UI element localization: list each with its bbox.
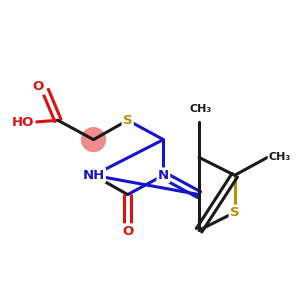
Text: CH₃: CH₃ — [269, 152, 291, 162]
Text: CH₃: CH₃ — [189, 104, 212, 114]
Text: O: O — [32, 80, 44, 94]
Text: O: O — [122, 225, 133, 238]
Text: S: S — [123, 114, 133, 127]
Text: NH: NH — [82, 169, 105, 182]
Text: S: S — [230, 206, 239, 219]
Text: HO: HO — [12, 116, 34, 129]
Text: N: N — [158, 169, 169, 182]
Circle shape — [82, 128, 105, 152]
